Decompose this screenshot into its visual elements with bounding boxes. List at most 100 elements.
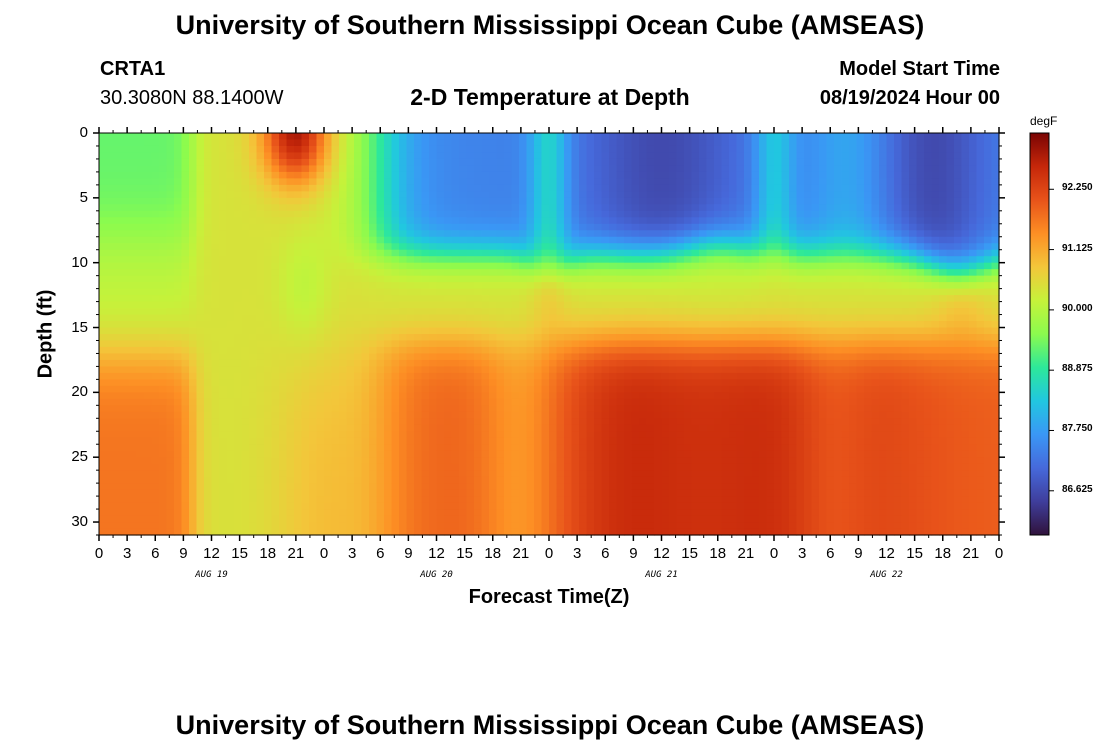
heatmap-cell [286, 184, 295, 192]
heatmap-cell [369, 372, 378, 380]
heatmap-cell [181, 496, 190, 504]
heatmap-cell [301, 334, 310, 342]
heatmap-cell [159, 522, 168, 530]
heatmap-cell [346, 522, 355, 530]
heatmap-cell [436, 314, 445, 322]
heatmap-cell [429, 372, 438, 380]
heatmap-cell [481, 269, 490, 277]
heatmap-cell [241, 476, 250, 484]
heatmap-cell [346, 431, 355, 439]
heatmap-cell [249, 301, 258, 309]
heatmap-cell [294, 463, 303, 471]
heatmap-cell [384, 191, 393, 199]
heatmap-cell [646, 249, 655, 257]
heatmap-cell [571, 282, 580, 290]
heatmap-cell [301, 184, 310, 192]
heatmap-cell [399, 223, 408, 231]
heatmap-cell [114, 463, 123, 471]
heatmap-cell [159, 133, 168, 141]
heatmap-cell [594, 184, 603, 192]
heatmap-cell [279, 314, 288, 322]
heatmap-cell [556, 236, 565, 244]
heatmap-cell [331, 133, 340, 141]
heatmap-cell [466, 398, 475, 406]
heatmap-cell [346, 398, 355, 406]
heatmap-cell [331, 340, 340, 348]
heatmap-cell [354, 489, 363, 497]
heatmap-cell [684, 372, 693, 380]
heatmap-cell [684, 158, 693, 167]
heatmap-cell [294, 243, 303, 251]
heatmap-cell [339, 450, 348, 458]
heatmap-cell [489, 230, 498, 238]
heatmap-cell [99, 489, 108, 497]
heatmap-cell [534, 158, 543, 167]
heatmap-cell [174, 308, 183, 316]
heatmap-cell [684, 450, 693, 458]
heatmap-cell [211, 133, 220, 141]
heatmap-cell [466, 405, 475, 413]
heatmap-cell [121, 496, 130, 504]
heatmap-cell [391, 217, 400, 225]
heatmap-cell [249, 288, 258, 296]
heatmap-cell [144, 457, 153, 465]
heatmap-cell [106, 269, 115, 277]
heatmap-cell [534, 139, 543, 147]
heatmap-cell [391, 372, 400, 380]
heatmap-cell [309, 431, 318, 439]
heatmap-cell [129, 262, 138, 270]
heatmap-cell [601, 502, 610, 510]
heatmap-cell [309, 509, 318, 517]
heatmap-cell [331, 515, 340, 523]
heatmap-cell [241, 314, 250, 322]
heatmap-cell [166, 366, 175, 374]
heatmap-cell [279, 158, 288, 167]
heatmap-cell [616, 418, 625, 426]
heatmap-cell [646, 191, 655, 199]
heatmap-cell [106, 411, 115, 419]
heatmap-cell [691, 405, 700, 413]
heatmap-cell [136, 476, 145, 484]
heatmap-cell [346, 346, 355, 355]
heatmap-cell [234, 515, 243, 523]
heatmap-cell [481, 437, 490, 445]
heatmap-cell [99, 171, 108, 179]
heatmap-cell [451, 457, 460, 465]
heatmap-cell [174, 457, 183, 465]
heatmap-cell [376, 346, 385, 355]
heatmap-cell [669, 528, 678, 536]
heatmap-cell [436, 398, 445, 406]
heatmap-cell [189, 483, 198, 491]
heatmap-cell [414, 515, 423, 523]
heatmap-cell [99, 334, 108, 342]
heatmap-cell [144, 366, 153, 374]
heatmap-cell [586, 178, 595, 186]
heatmap-cell [376, 171, 385, 179]
heatmap-cell [684, 405, 693, 413]
heatmap-cell [571, 509, 580, 517]
heatmap-cell [196, 262, 205, 270]
heatmap-cell [204, 171, 213, 179]
heatmap-cell [256, 158, 265, 167]
heatmap-cell [361, 340, 370, 348]
heatmap-cell [159, 171, 168, 179]
heatmap-cell [654, 483, 663, 491]
heatmap-cell [369, 197, 378, 205]
heatmap-cell [459, 314, 468, 322]
heatmap-cell [654, 282, 663, 290]
heatmap-cell [639, 346, 648, 355]
heatmap-cell [541, 437, 550, 445]
heatmap-cell [444, 340, 453, 348]
heatmap-cell [474, 334, 483, 342]
heatmap-cell [324, 230, 333, 238]
heatmap-cell [136, 321, 145, 329]
heatmap-cell [451, 444, 460, 452]
heatmap-cell [241, 133, 250, 141]
heatmap-cell [556, 308, 565, 316]
heatmap-cell [106, 158, 115, 167]
heatmap-cell [646, 502, 655, 510]
heatmap-cell [609, 334, 618, 342]
heatmap-cell [174, 243, 183, 251]
heatmap-cell [361, 249, 370, 257]
heatmap-cell [474, 483, 483, 491]
